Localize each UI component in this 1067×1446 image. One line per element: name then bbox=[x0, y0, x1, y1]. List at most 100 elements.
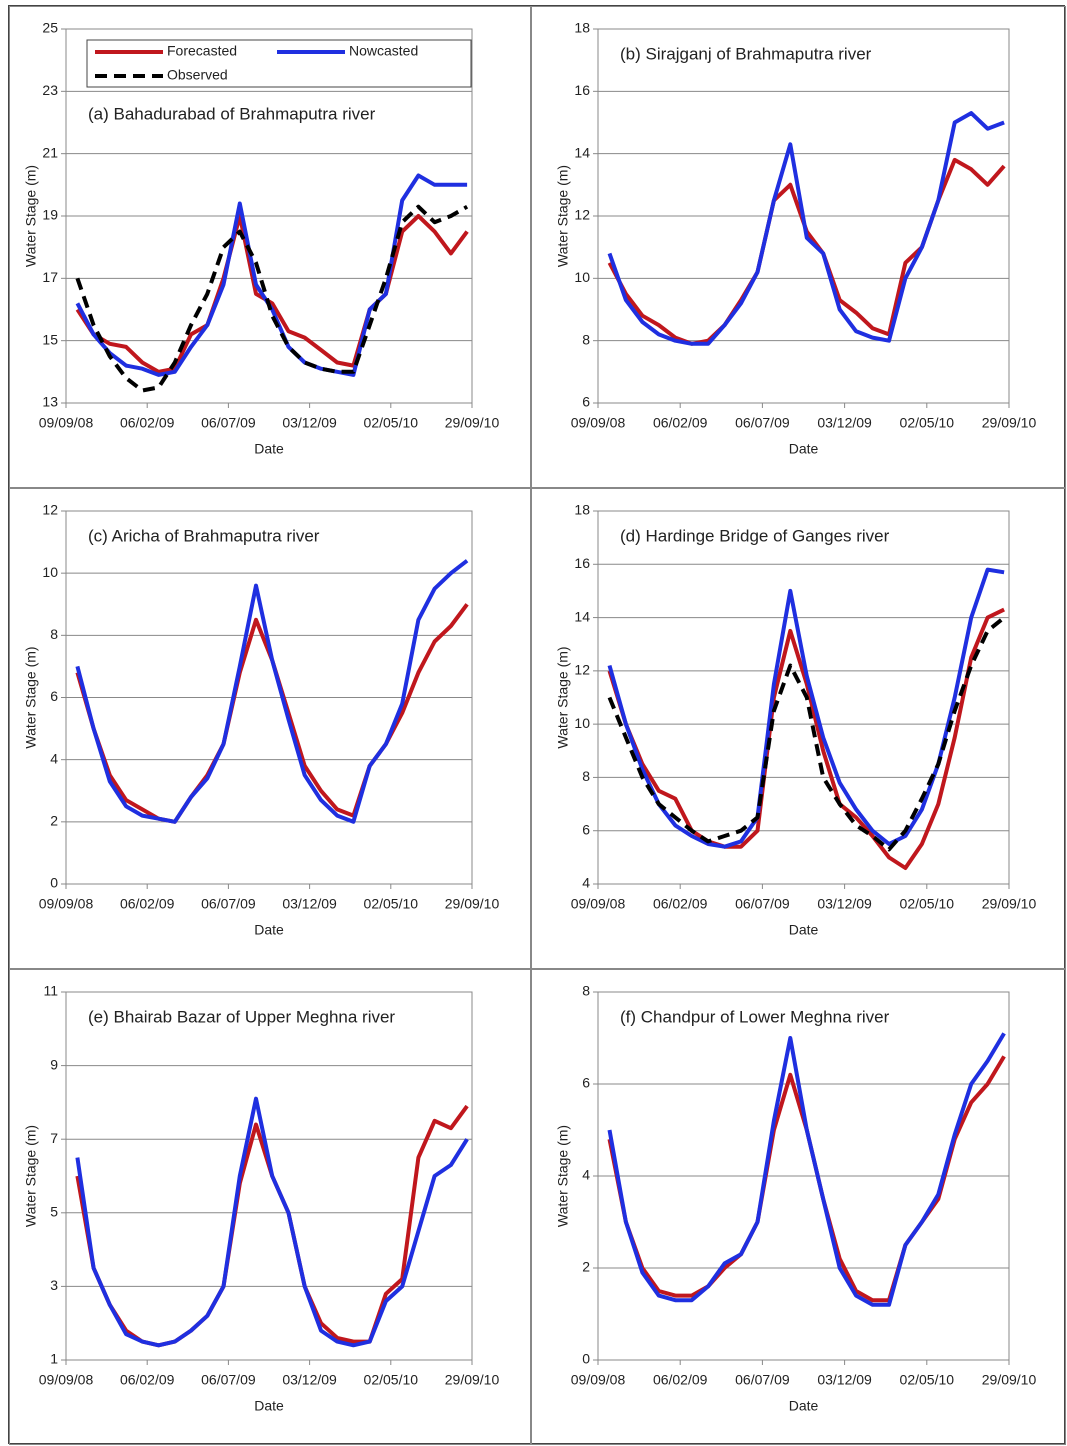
y-tick-label: 21 bbox=[42, 144, 58, 160]
y-axis-label: Water Stage (m) bbox=[23, 165, 39, 267]
y-tick-label: 4 bbox=[582, 875, 590, 891]
series-line bbox=[75, 204, 469, 393]
x-tick-label: 29/09/10 bbox=[445, 415, 500, 431]
x-axis-label: Date bbox=[789, 1398, 819, 1414]
y-tick-label: 12 bbox=[42, 502, 58, 518]
y-tick-label: 11 bbox=[43, 983, 58, 999]
plot-area bbox=[65, 991, 473, 1361]
y-tick-label: 18 bbox=[574, 20, 590, 36]
series-line bbox=[607, 1055, 1006, 1303]
x-tick-label: 02/05/10 bbox=[900, 415, 955, 431]
series-line bbox=[607, 111, 1005, 346]
x-tick-label: 03/12/09 bbox=[282, 896, 337, 912]
x-tick-label: 03/12/09 bbox=[282, 1372, 337, 1388]
chart-title: (f) Chandpur of Lower Meghna river bbox=[620, 1007, 890, 1026]
x-tick-label: 06/07/09 bbox=[735, 415, 790, 431]
y-tick-label: 9 bbox=[50, 1056, 58, 1072]
x-tick-label: 03/12/09 bbox=[817, 1372, 872, 1388]
chart: 0 2 4 6 8 09/09/08 06/02/09 06/07/09 03/12/09 02/… bbox=[531, 969, 1066, 1445]
x-axis-label: Date bbox=[789, 441, 819, 457]
series-line bbox=[75, 603, 469, 824]
y-tick-label: 6 bbox=[50, 688, 58, 704]
x-axis-label: Date bbox=[254, 441, 284, 457]
x-tick-label: 09/09/08 bbox=[39, 1372, 94, 1388]
legend: Forecasted Nowcasted Observed bbox=[86, 39, 472, 88]
y-tick-label: 17 bbox=[42, 269, 58, 285]
chart-title: (c) Aricha of Brahmaputra river bbox=[88, 526, 320, 545]
y-tick-label: 15 bbox=[42, 331, 58, 347]
chart: 0 2 4 6 8 10 12 09/09/08 06/02/09 06/07/09 03/12/0… bbox=[9, 488, 531, 969]
y-tick-label: 3 bbox=[50, 1277, 58, 1293]
x-tick-label: 06/02/09 bbox=[120, 896, 175, 912]
plot-area bbox=[597, 510, 1010, 885]
y-tick-label: 4 bbox=[582, 1167, 590, 1183]
series-line bbox=[607, 157, 1006, 346]
y-tick-label: 12 bbox=[574, 207, 590, 223]
x-tick-label: 02/05/10 bbox=[364, 1372, 419, 1388]
y-tick-label: 6 bbox=[582, 1075, 590, 1091]
x-tick-label: 29/09/10 bbox=[982, 896, 1037, 912]
y-tick-label: 0 bbox=[50, 875, 58, 891]
x-tick-label: 02/05/10 bbox=[364, 896, 419, 912]
y-tick-label: 10 bbox=[574, 269, 590, 285]
series-line bbox=[75, 1104, 469, 1348]
chart: 4 6 8 10 12 14 16 18 09/09/08 06/02/09 06/07/09 03/… bbox=[531, 488, 1066, 969]
y-tick-label: 19 bbox=[42, 207, 58, 223]
series-line bbox=[75, 173, 468, 377]
legend-box bbox=[86, 39, 472, 88]
y-tick-label: 1 bbox=[50, 1351, 58, 1367]
y-tick-label: 8 bbox=[582, 983, 590, 999]
y-tick-label: 6 bbox=[582, 394, 590, 410]
x-tick-label: 06/02/09 bbox=[653, 1372, 708, 1388]
x-tick-label: 06/02/09 bbox=[120, 415, 175, 431]
y-tick-label: 16 bbox=[574, 555, 590, 571]
x-tick-label: 09/09/08 bbox=[39, 415, 94, 431]
x-tick-label: 29/09/10 bbox=[982, 415, 1037, 431]
x-tick-label: 06/02/09 bbox=[653, 896, 708, 912]
y-tick-label: 23 bbox=[42, 82, 58, 98]
series-line bbox=[607, 616, 1006, 852]
y-tick-label: 0 bbox=[582, 1351, 590, 1367]
legend-label: Nowcasted bbox=[349, 43, 418, 59]
series-line bbox=[75, 214, 469, 374]
y-tick-label: 10 bbox=[574, 715, 590, 731]
y-tick-label: 2 bbox=[50, 813, 58, 829]
x-tick-label: 03/12/09 bbox=[817, 415, 872, 431]
y-tick-label: 16 bbox=[574, 82, 590, 98]
y-axis-label: Water Stage (m) bbox=[555, 646, 571, 748]
x-tick-label: 06/07/09 bbox=[201, 415, 256, 431]
chart-title: (e) Bhairab Bazar of Upper Meghna river bbox=[88, 1007, 395, 1026]
x-tick-label: 09/09/08 bbox=[571, 896, 626, 912]
y-tick-label: 8 bbox=[50, 626, 58, 642]
x-axis-label: Date bbox=[254, 1398, 284, 1414]
series-line bbox=[607, 567, 1005, 849]
y-tick-label: 18 bbox=[574, 502, 590, 518]
y-tick-label: 13 bbox=[42, 394, 58, 410]
y-tick-label: 10 bbox=[42, 564, 58, 580]
x-tick-label: 02/05/10 bbox=[364, 415, 419, 431]
y-axis-label: Water Stage (m) bbox=[23, 646, 39, 748]
series-line bbox=[607, 1032, 1006, 1307]
y-tick-label: 6 bbox=[582, 821, 590, 837]
y-tick-label: 25 bbox=[42, 20, 58, 36]
x-tick-label: 29/09/10 bbox=[445, 896, 500, 912]
x-tick-label: 06/02/09 bbox=[120, 1372, 175, 1388]
y-axis-label: Water Stage (m) bbox=[23, 1125, 39, 1227]
series-line bbox=[75, 1096, 469, 1348]
x-tick-label: 03/12/09 bbox=[817, 896, 872, 912]
chart: 13 15 17 19 21 23 25 09/09/08 06/02/09 06/07/09 03… bbox=[9, 6, 531, 488]
y-tick-label: 8 bbox=[582, 768, 590, 784]
x-tick-label: 06/07/09 bbox=[201, 1372, 256, 1388]
x-tick-label: 09/09/08 bbox=[39, 896, 94, 912]
x-tick-label: 06/02/09 bbox=[653, 415, 708, 431]
figure-grid: 13 15 17 19 21 23 25 09/09/08 06/02/09 06/07/09 03… bbox=[8, 5, 1066, 1445]
chart-title: (a) Bahadurabad of Brahmaputra river bbox=[88, 104, 376, 123]
series-line bbox=[607, 607, 1005, 870]
series-line bbox=[75, 559, 469, 824]
legend-label: Observed bbox=[167, 67, 228, 83]
y-tick-label: 2 bbox=[582, 1259, 590, 1275]
chart-title: (d) Hardinge Bridge of Ganges river bbox=[620, 526, 890, 545]
y-tick-label: 5 bbox=[50, 1204, 58, 1220]
x-tick-label: 09/09/08 bbox=[571, 415, 626, 431]
x-tick-label: 02/05/10 bbox=[900, 896, 955, 912]
